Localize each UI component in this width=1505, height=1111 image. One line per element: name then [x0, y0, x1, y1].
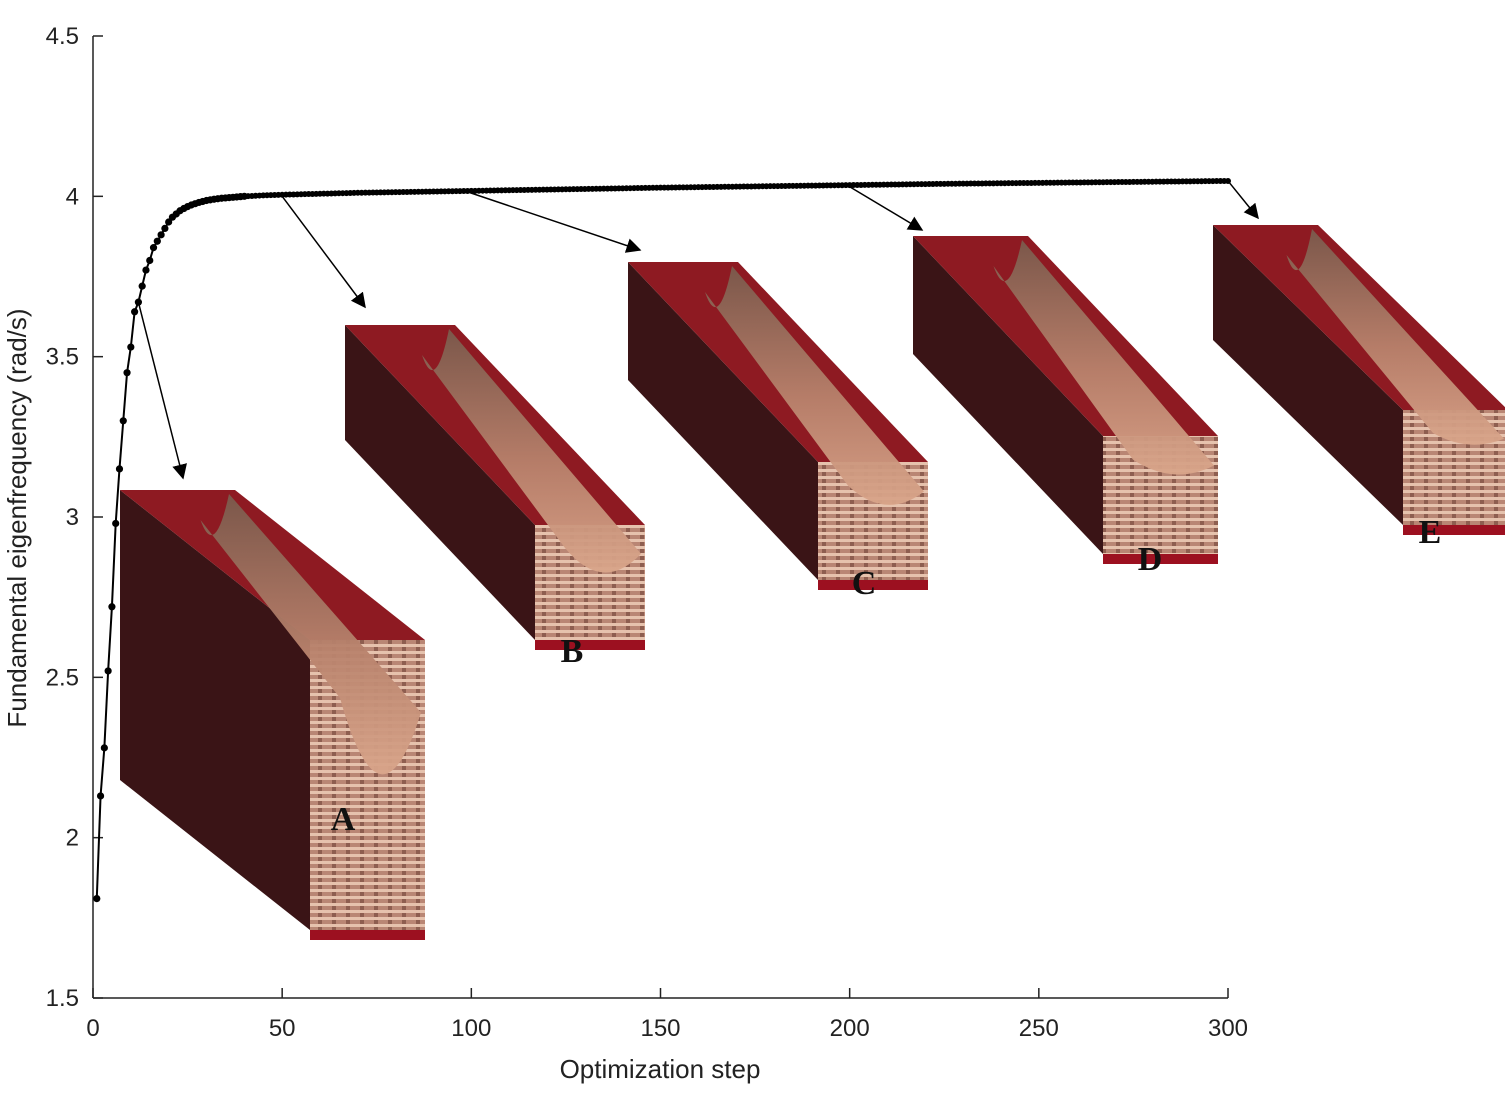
data-point: [146, 256, 154, 265]
snapshot-d: D: [913, 236, 1218, 578]
snapshot-label: A: [331, 801, 356, 838]
data-point: [1225, 177, 1231, 184]
x-axis-title: Optimization step: [560, 1054, 761, 1084]
snapshot-cavity: [993, 240, 1214, 475]
snapshot-side-face: [913, 236, 1103, 554]
data-point: [165, 218, 173, 226]
arrow-e: [1227, 180, 1259, 220]
snapshot-base: [1403, 525, 1505, 535]
data-point: [138, 282, 146, 290]
data-point: [131, 308, 139, 316]
data-point: [119, 417, 127, 425]
y-tick-label: 3: [66, 504, 79, 531]
data-point: [153, 237, 161, 245]
arrow-b: [281, 195, 366, 309]
y-tick-label: 2.5: [46, 664, 79, 691]
x-tick-label: 50: [269, 1015, 296, 1042]
snapshot-base: [310, 930, 425, 940]
snapshot-a: A: [120, 490, 425, 940]
data-point: [142, 266, 150, 274]
snapshot-side-face: [1213, 225, 1403, 525]
x-tick-label: 300: [1208, 1015, 1248, 1042]
series-eigenfrequency: [93, 177, 1231, 903]
y-tick-label: 2: [66, 825, 79, 852]
data-point: [115, 465, 124, 473]
snapshot-label: D: [1138, 541, 1163, 578]
y-axis-title: Fundamental eigenfrequency (rad/s): [2, 308, 32, 727]
data-point: [112, 519, 120, 528]
snapshot-cavity: [422, 329, 641, 573]
y-tick-label: 3.5: [46, 344, 79, 371]
series-points: [93, 177, 1231, 903]
data-point: [104, 667, 112, 675]
x-tick-label: 100: [451, 1015, 491, 1042]
data-point: [149, 244, 158, 252]
data-point: [93, 894, 101, 903]
snapshot-cavity: [200, 494, 421, 775]
arrow-c: [471, 192, 642, 253]
data-point: [134, 298, 142, 306]
snapshot-cavity: [705, 266, 924, 505]
y-tick-label: 4: [66, 183, 79, 210]
snapshot-label: E: [1419, 514, 1442, 551]
data-point: [161, 224, 169, 232]
x-tick-label: 150: [640, 1015, 680, 1042]
data-point: [157, 231, 165, 239]
snapshot-base: [818, 580, 928, 590]
data-point: [100, 744, 108, 752]
y-tick-label: 1.5: [46, 985, 79, 1012]
data-point: [108, 603, 116, 611]
x-tick-label: 250: [1019, 1015, 1059, 1042]
data-point: [127, 343, 135, 351]
snapshot-base: [1103, 554, 1218, 564]
x-tick-label: 0: [86, 1015, 99, 1042]
arrow-a: [137, 301, 187, 480]
snapshot-side-face: [120, 490, 310, 930]
snapshot-base: [535, 640, 645, 650]
snapshot-e: E: [1213, 225, 1505, 551]
x-axis-ticks: 0 50 100 150 200 250 300: [86, 988, 1248, 1042]
arrow-d: [849, 186, 924, 231]
data-point: [96, 792, 105, 800]
annotation-arrows: [137, 180, 1259, 480]
snapshot-label: B: [561, 633, 584, 670]
axes: 0 50 100 150 200 250 300 1.5 2 2.5 3 3.5 4 4.5 Optim…: [2, 23, 1248, 1084]
snapshot-cavity: [1286, 229, 1504, 445]
snapshot-c: C: [628, 262, 928, 602]
x-tick-label: 200: [830, 1015, 870, 1042]
snapshot-b: B: [345, 325, 645, 670]
data-point: [123, 369, 131, 377]
snapshot-label: C: [852, 565, 877, 602]
snapshot-side-face: [628, 262, 818, 580]
y-tick-label: 4.5: [46, 23, 79, 50]
design-snapshots: A B C D E: [120, 225, 1505, 940]
snapshot-side-face: [345, 325, 535, 640]
y-axis-ticks: 1.5 2 2.5 3 3.5 4 4.5: [46, 23, 103, 1012]
